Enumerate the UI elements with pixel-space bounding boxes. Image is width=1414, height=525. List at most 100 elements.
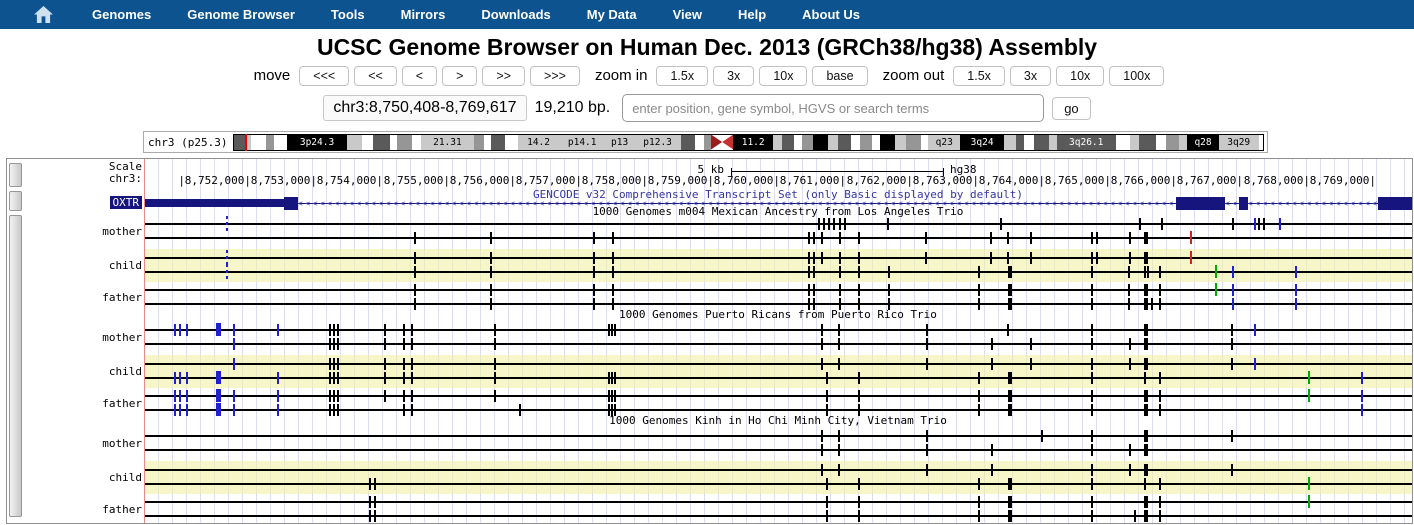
move-button-3[interactable]: <	[401, 65, 438, 86]
current-position-box[interactable]: chr3:8,750,408-8,769,617	[323, 95, 527, 121]
zoom-out-button-4[interactable]: 100x	[1109, 65, 1165, 86]
move-button-4[interactable]: >	[442, 65, 478, 86]
variant-tick	[1007, 232, 1009, 244]
ideogram-band-label: 3p24.3	[299, 136, 335, 148]
gencode-track-label[interactable]: GENCODE v32 Comprehensive Transcript Set…	[532, 188, 1024, 201]
chromosome-ideogram[interactable]: chr3 (p25.3) 3p24.3 21.31 14.2 p14.1 p13 p12.…	[143, 131, 1268, 153]
variant-tick	[991, 358, 993, 370]
browser-image[interactable]: 5 kb hg38 | 8,752,000| 8,753,000| 8,754,000| 8…	[6, 158, 1413, 524]
move-button-6[interactable]: >>>	[530, 65, 580, 86]
nav-item-genome-browser[interactable]: Genome Browser	[187, 7, 295, 22]
haplotype-line	[144, 515, 1412, 517]
house-glyph	[33, 6, 53, 23]
variant-tick	[821, 358, 823, 370]
variant-tick	[1008, 372, 1012, 384]
variant-tick	[1091, 404, 1093, 416]
variant-tick	[978, 390, 980, 402]
nav-item-view[interactable]: View	[672, 7, 702, 22]
variant-tick	[926, 430, 928, 442]
variant-tick	[403, 404, 405, 416]
zoom-in-button-4[interactable]: base	[812, 65, 868, 86]
nav-item-downloads[interactable]: Downloads	[481, 7, 551, 22]
home-icon[interactable]	[26, 6, 60, 23]
variant-tick	[990, 232, 992, 244]
variant-tick	[838, 358, 840, 370]
move-button-5[interactable]: >>	[482, 65, 526, 86]
variant-tick	[414, 298, 416, 310]
zoom-in-button-3[interactable]: 10x	[759, 65, 808, 86]
track-config-button-1[interactable]	[9, 163, 22, 187]
nav-item-mirrors[interactable]: Mirrors	[400, 7, 446, 22]
variant-tick	[838, 464, 840, 476]
zoom-out-button-3[interactable]: 10x	[1056, 65, 1105, 86]
variant-tick	[1258, 218, 1260, 230]
variant-tick	[612, 298, 614, 310]
ruler-tick-label: 8,768,000|	[1243, 174, 1310, 187]
trio-track-label-3[interactable]: 1000 Genomes Kinh in Ho Chi Minh City, V…	[609, 414, 947, 427]
variant-tick	[411, 372, 413, 384]
track-config-button-3[interactable]	[9, 215, 22, 517]
zoom-in-button-1[interactable]: 1.5x	[656, 65, 709, 86]
variant-tick	[1159, 298, 1161, 310]
nav-item-my-data[interactable]: My Data	[586, 7, 637, 22]
nav-item-help[interactable]: Help	[738, 7, 767, 22]
variant-tick	[826, 478, 828, 490]
variant-tick	[337, 358, 339, 370]
variant-tick	[926, 464, 928, 476]
zoom-in-button-2[interactable]: 3x	[713, 65, 755, 86]
variant-tick	[1231, 430, 1233, 442]
variant-tick	[593, 298, 595, 310]
variant-tick	[369, 478, 371, 490]
variant-tick	[978, 478, 980, 490]
nav-item-genomes[interactable]: Genomes	[92, 7, 152, 22]
zoom-out-button-1[interactable]: 1.5x	[953, 65, 1005, 86]
variant-tick	[1139, 218, 1141, 230]
variant-tick	[611, 404, 613, 416]
ideogram-band	[265, 134, 274, 150]
haplotype-line	[144, 329, 1412, 331]
variant-tick	[1231, 338, 1233, 350]
variant-tick	[216, 323, 221, 336]
variant-tick	[887, 218, 889, 230]
ruler-tick-label: 8,764,000|	[978, 174, 1045, 187]
variant-tick	[1190, 251, 1192, 264]
oxtr-gene-chip[interactable]: OXTR	[109, 196, 142, 209]
variant-tick	[1361, 390, 1363, 402]
variant-tick	[337, 324, 339, 336]
ideogram-band-label: 3q29	[1227, 136, 1251, 148]
ruler-tick-label: 8,756,000|	[449, 174, 516, 187]
variant-tick	[1215, 265, 1217, 278]
variant-tick	[411, 404, 413, 416]
variant-tick	[839, 232, 841, 244]
track-config-button-2[interactable]	[9, 191, 22, 211]
variant-tick	[1007, 252, 1009, 264]
gene-label-oxtr[interactable]: OXTR	[7, 196, 142, 209]
move-button-1[interactable]: <<<	[299, 65, 350, 86]
variant-tick	[839, 284, 841, 296]
trio-track-label-2[interactable]: 1000 Genomes Puerto Ricans from Puerto R…	[619, 308, 937, 321]
track-area[interactable]: 5 kb hg38 | 8,752,000| 8,753,000| 8,754,000| 8…	[144, 159, 1412, 523]
ideogram-band	[894, 134, 906, 150]
ideogram-strip[interactable]: 3p24.3 21.31 14.2 p14.1 p13 p12.3 11.2 q23 3q24 3…	[233, 133, 1264, 151]
strand-direction-arrows: <<	[1225, 199, 1239, 208]
trio-track-label-1[interactable]: 1000 Genomes m004 Mexican Ancestry from …	[592, 205, 964, 218]
variant-tick	[821, 464, 823, 476]
variant-tick	[1231, 324, 1233, 336]
variant-tick	[614, 324, 616, 336]
search-input[interactable]	[622, 94, 1045, 122]
nav-item-tools[interactable]: Tools	[330, 7, 365, 22]
variant-tick	[403, 338, 405, 350]
nav-item-about-us[interactable]: About Us	[802, 7, 860, 22]
variant-tick	[821, 444, 823, 456]
move-button-2[interactable]: <<	[354, 65, 397, 86]
sample-label-child: child	[108, 259, 142, 272]
variant-tick	[858, 404, 860, 416]
go-button[interactable]: go	[1052, 96, 1091, 120]
variant-tick	[888, 266, 890, 278]
variant-tick	[1129, 444, 1131, 456]
variant-tick	[1030, 358, 1032, 370]
variant-tick	[821, 324, 823, 336]
variant-tick	[1231, 358, 1233, 370]
variant-tick-phased	[226, 216, 228, 232]
zoom-out-button-2[interactable]: 3x	[1009, 65, 1052, 86]
